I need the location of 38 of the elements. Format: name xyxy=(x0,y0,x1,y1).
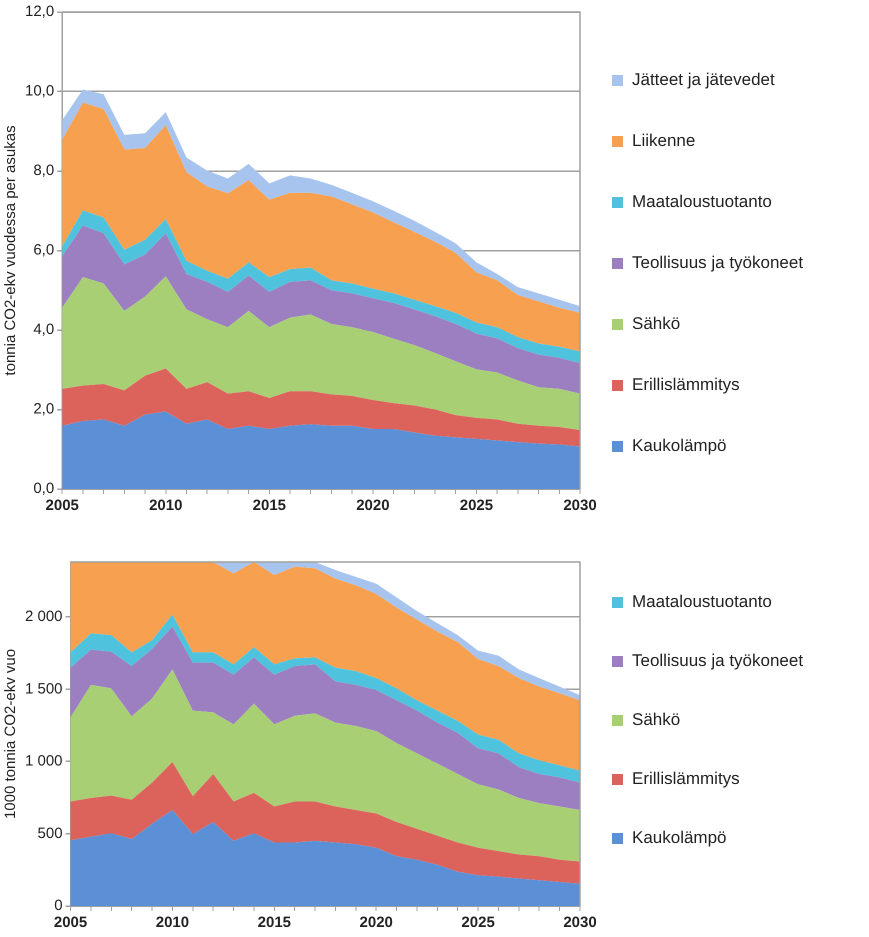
x-tick-label: 2025 xyxy=(460,497,494,514)
legend-label: Maataloustuotanto xyxy=(632,592,772,612)
x-tick-label: 2020 xyxy=(356,497,390,514)
x-tick-label: 2015 xyxy=(252,497,286,514)
legend-label: Jätteet ja jätevedet xyxy=(632,70,775,90)
y-tick-label: 2 000 xyxy=(24,608,63,626)
legend-label: Kaukolämpö xyxy=(632,436,727,456)
y-tick-label: 10,0 xyxy=(24,82,54,100)
y-axis-title: tonnia CO2-ekv vuodessa per asukas xyxy=(2,125,20,376)
x-tick-label: 2010 xyxy=(156,914,190,932)
x-tick-label: 2005 xyxy=(54,914,88,932)
y-tick-label: 0,0 xyxy=(33,480,54,498)
y-axis-title: 1000 tonnia CO2-ekv vuo xyxy=(2,648,20,820)
x-tick-label: 2020 xyxy=(360,914,393,932)
y-tick-label: 1 000 xyxy=(24,752,63,770)
legend-label: Teollisuus ja työkoneet xyxy=(632,651,804,671)
legend-label: Erillislämmitys xyxy=(632,375,740,395)
x-tick-label: 2005 xyxy=(46,497,79,514)
y-tick-label: 4,0 xyxy=(33,321,54,338)
y-tick-label: 2,0 xyxy=(33,400,54,418)
legend-label: Kaukolämpö xyxy=(632,828,727,848)
x-tick-label: 2030 xyxy=(563,497,597,514)
y-tick-label: 0 xyxy=(54,897,63,914)
y-tick-label: 1 500 xyxy=(24,680,63,698)
x-tick-label: 2025 xyxy=(461,914,495,932)
x-tick-label: 2015 xyxy=(258,914,292,932)
legend-label: Sähkö xyxy=(632,314,680,334)
legend-label: Erillislämmitys xyxy=(632,769,740,789)
y-tick-label: 12,0 xyxy=(24,3,54,20)
legend-label: Teollisuus ja työkoneet xyxy=(632,253,804,273)
legend-label: Maataloustuotanto xyxy=(632,192,772,212)
x-tick-label: 2030 xyxy=(563,914,597,932)
x-tick-label: 2010 xyxy=(149,497,182,514)
y-tick-label: 8,0 xyxy=(33,162,54,180)
y-tick-label: 500 xyxy=(38,824,63,842)
legend-label: Liikenne xyxy=(632,131,696,151)
legend-label: Sähkö xyxy=(632,710,680,730)
y-tick-label: 6,0 xyxy=(33,242,54,259)
